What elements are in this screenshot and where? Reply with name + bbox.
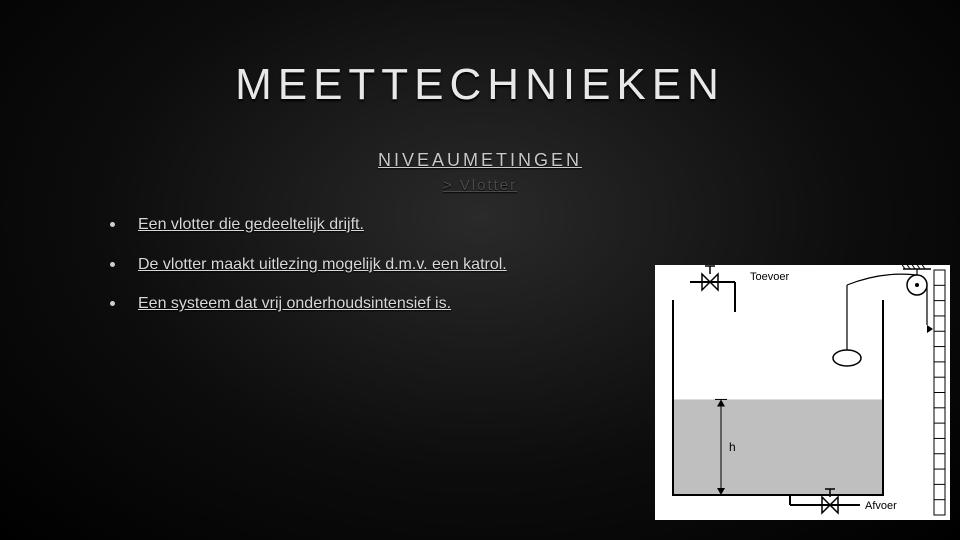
bullet-list: Een vlotter die gedeeltelijk drijft. De …: [110, 212, 650, 317]
svg-text:h: h: [729, 440, 736, 454]
subtitle: NIVEAUMETINGEN: [0, 150, 960, 171]
float-diagram: Toevoer Afvoer h: [655, 265, 950, 520]
list-item: Een vlotter die gedeeltelijk drijft.: [110, 212, 650, 238]
svg-text:Afvoer: Afvoer: [865, 500, 897, 512]
list-item: Een systeem dat vrij onderhoudsintensief…: [110, 291, 650, 317]
sub-subtitle: > Vlotter: [0, 177, 960, 194]
page-title: MEETTECHNIEKEN: [0, 0, 960, 110]
svg-text:Toevoer: Toevoer: [750, 271, 789, 283]
list-item: De vlotter maakt uitlezing mogelijk d.m.…: [110, 252, 650, 278]
